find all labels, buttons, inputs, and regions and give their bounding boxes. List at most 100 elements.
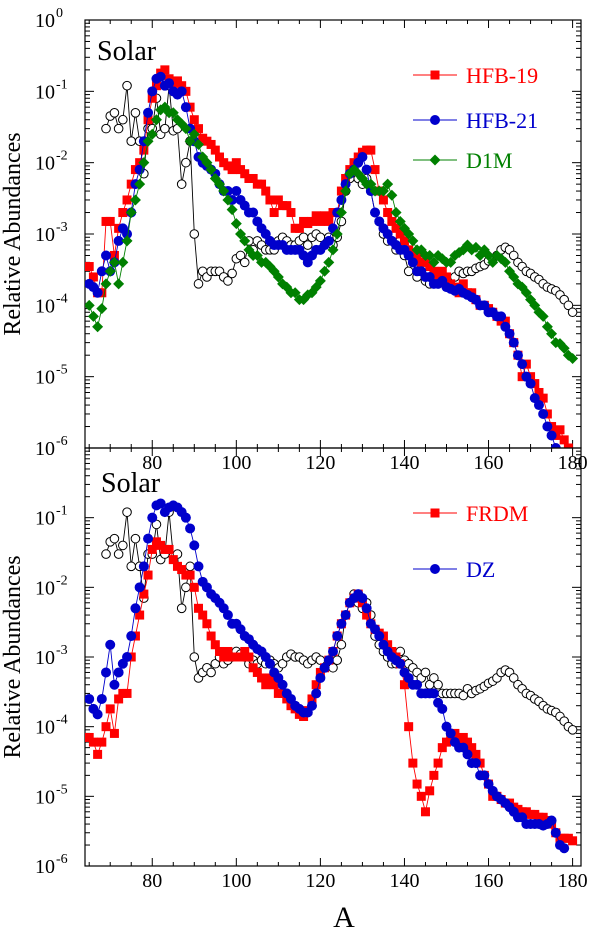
data-point-solar xyxy=(122,80,132,91)
y-axis-title: Relative Abundances xyxy=(0,132,26,335)
data-point-hfb-21 xyxy=(147,86,158,97)
data-point-frdm xyxy=(135,610,145,620)
data-point-frdm xyxy=(471,749,481,759)
data-point-d1m xyxy=(239,235,251,247)
data-point-d1m xyxy=(222,194,234,206)
data-point-frdm xyxy=(265,673,275,683)
data-point-frdm xyxy=(122,688,132,698)
data-point-d1m xyxy=(142,135,154,147)
legend-label-hfb-21: HFB-21 xyxy=(466,108,538,133)
data-point-d1m xyxy=(390,207,402,219)
data-point-d1m xyxy=(407,235,419,247)
y-tick-exponent: -3 xyxy=(56,643,68,658)
data-point-hfb-21 xyxy=(370,207,381,218)
data-point-hfb-19 xyxy=(433,272,443,282)
data-point-solar xyxy=(160,123,170,134)
solar-annotation: Solar xyxy=(97,36,157,67)
data-point-d1m xyxy=(386,189,398,201)
y-tick-exponent: -2 xyxy=(56,573,68,588)
y-tick-exponent: -5 xyxy=(56,363,68,378)
data-point-d1m xyxy=(428,256,440,268)
data-point-frdm xyxy=(416,791,426,801)
data-point-solar xyxy=(508,250,519,261)
y-tick-label: 10 xyxy=(35,81,55,103)
data-point-frdm xyxy=(399,680,409,690)
data-point-solar xyxy=(130,108,141,118)
y-tick-exponent: -4 xyxy=(56,291,68,306)
data-point-hfb-21 xyxy=(92,287,103,298)
data-point-frdm xyxy=(114,694,124,704)
data-point-hfb-19 xyxy=(378,195,388,205)
y-axis-title: Relative Abundances xyxy=(0,555,26,758)
data-point-hfb-21 xyxy=(550,443,561,448)
data-point-solar xyxy=(126,136,137,146)
data-point-solar xyxy=(185,561,195,572)
data-point-frdm xyxy=(315,667,325,677)
data-point-solar xyxy=(189,229,200,239)
data-point-solar xyxy=(109,533,120,544)
data-point-hfb-19 xyxy=(387,216,397,226)
x-tick-label: 140 xyxy=(389,452,419,474)
data-point-dz xyxy=(185,523,196,534)
data-point-frdm xyxy=(193,603,203,613)
y-tick-exponent: -4 xyxy=(56,713,68,728)
data-point-dz xyxy=(323,655,334,666)
data-point-hfb-19 xyxy=(399,236,409,246)
data-point-d1m xyxy=(272,271,284,283)
data-point-dz xyxy=(264,658,275,669)
data-point-d1m xyxy=(230,218,242,230)
data-point-dz xyxy=(336,618,347,629)
data-point-dz xyxy=(559,843,570,854)
data-point-d1m xyxy=(167,107,179,119)
data-point-hfb-21 xyxy=(113,235,124,246)
data-point-d1m xyxy=(377,185,389,197)
data-point-solar xyxy=(433,679,443,690)
series-layer xyxy=(85,65,579,448)
x-tick-label: 120 xyxy=(305,452,335,474)
data-point-dz xyxy=(126,631,137,642)
x-tick-label: 100 xyxy=(221,870,251,892)
legend-label-dz: DZ xyxy=(466,557,495,582)
data-point-hfb-21 xyxy=(546,430,557,441)
y-tick-label: 10 xyxy=(35,438,55,460)
data-point-d1m xyxy=(520,287,532,299)
data-point-solar xyxy=(277,658,288,669)
data-point-hfb-19 xyxy=(231,158,241,168)
data-point-d1m xyxy=(251,249,263,261)
data-point-d1m xyxy=(331,228,343,240)
y-tick-label: 10 xyxy=(35,508,55,530)
series-layer xyxy=(85,498,578,854)
data-point-hfb-19 xyxy=(109,250,119,260)
data-point-solar xyxy=(189,652,200,662)
data-point-solar xyxy=(122,507,132,517)
data-point-dz xyxy=(428,688,439,699)
data-point-dz xyxy=(361,603,372,614)
data-point-frdm xyxy=(147,544,157,554)
data-point-hfb-21 xyxy=(508,337,519,348)
data-point-d1m xyxy=(365,178,377,190)
data-point-solar xyxy=(176,603,187,614)
data-point-d1m xyxy=(445,256,457,268)
data-point-d1m xyxy=(146,128,158,140)
data-point-solar xyxy=(567,725,578,735)
data-point-solar xyxy=(176,179,187,189)
data-point-frdm xyxy=(198,610,208,620)
data-point-dz xyxy=(277,679,288,690)
data-point-solar xyxy=(567,307,578,318)
data-point-hfb-21 xyxy=(155,71,166,82)
data-point-hfb-19 xyxy=(265,195,275,205)
data-point-hfb-19 xyxy=(206,139,216,149)
data-point-d1m xyxy=(567,352,579,364)
data-point-hfb-21 xyxy=(248,207,259,218)
data-point-dz xyxy=(315,672,326,683)
data-point-hfb-19 xyxy=(534,387,544,397)
data-point-d1m xyxy=(113,278,125,290)
data-point-frdm xyxy=(88,737,98,747)
data-point-d1m xyxy=(218,185,230,197)
data-point-d1m xyxy=(424,249,436,261)
data-point-d1m xyxy=(541,321,553,333)
data-point-dz xyxy=(134,582,145,593)
data-point-solar xyxy=(181,157,191,168)
